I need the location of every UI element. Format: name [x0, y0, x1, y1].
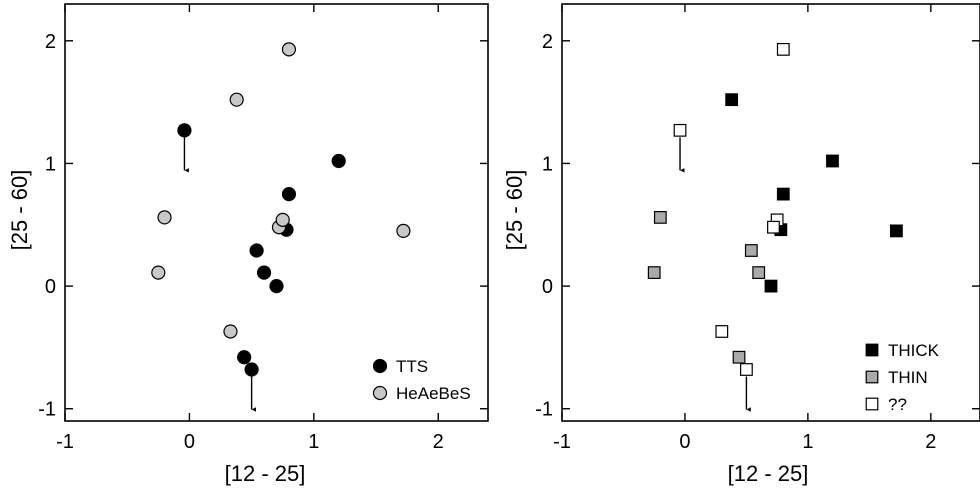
data-point-unknown: [673, 123, 687, 137]
y-tick-label: 1: [542, 153, 553, 175]
legend-marker: [865, 343, 879, 357]
legend-marker: [372, 385, 388, 401]
data-point-heaebes: [275, 212, 290, 227]
data-point-heaebes: [151, 265, 166, 280]
x-tick-label: -1: [56, 431, 74, 453]
left-y-axis-label: [25 - 60]: [7, 170, 32, 251]
data-point-unknown: [715, 325, 729, 338]
data-point-unknown: [767, 220, 780, 234]
y-tick-label: 1: [45, 153, 56, 175]
data-point-heaebes: [229, 92, 244, 107]
x-tick-label: 2: [925, 431, 936, 453]
right-scatter-panel: [12 - 25] [25 - 60] -1 0 1 2 -1 0 1 2 THICK THIN?…: [502, 3, 980, 486]
data-point-thin: [752, 266, 766, 279]
data-point-thin: [647, 266, 661, 279]
x-tick-label: 0: [679, 431, 690, 453]
legend-marker: [865, 397, 879, 411]
y-tick-label: 0: [542, 276, 553, 298]
legend-label: THICK: [888, 341, 940, 360]
data-point-thin: [744, 244, 758, 257]
data-point-thick: [764, 279, 778, 293]
legend-label: ??: [888, 395, 907, 414]
data-point-unknown: [776, 42, 790, 56]
data-point-thick: [889, 224, 903, 238]
plot-frame: [64, 3, 489, 422]
data-point-unknown: [740, 363, 753, 376]
data-point-heaebes: [223, 324, 238, 339]
data-point-thin: [653, 211, 667, 224]
data-point-heaebes: [396, 223, 411, 238]
data-point-tts: [331, 153, 346, 169]
data-point-heaebes: [281, 42, 297, 57]
y-tick-label: -1: [38, 399, 56, 421]
legend-label: TTS: [396, 357, 428, 376]
data-point-tts: [249, 243, 264, 258]
y-tick-label: 2: [542, 31, 553, 53]
x-tick-label: 0: [184, 431, 195, 453]
right-y-axis-label: [25 - 60]: [502, 170, 527, 251]
data-point-tts: [281, 187, 297, 202]
legend-marker: [865, 370, 879, 384]
data-point-tts: [177, 123, 192, 138]
data-point-thin: [732, 350, 746, 364]
data-point-heaebes: [157, 210, 172, 225]
x-tick-label: -1: [553, 431, 571, 453]
left-scatter-panel: [12 - 25] [25 - 60] -1 0 1 2 -1 0 1 2 TTS HeAeBeS: [7, 3, 489, 486]
legend-label: THIN: [888, 368, 928, 387]
x-tick-label: 1: [308, 431, 319, 453]
data-point-tts: [269, 278, 284, 294]
plot-frame: [561, 3, 980, 422]
data-point-thick: [725, 93, 739, 107]
data-point-thick: [776, 187, 790, 201]
data-point-tts: [244, 362, 259, 377]
data-point-thick: [826, 154, 839, 168]
y-tick-label: 0: [45, 276, 56, 298]
x-tick-label: 1: [802, 431, 813, 453]
legend-marker: [372, 358, 388, 374]
x-tick-label: 2: [433, 431, 444, 453]
y-tick-label: -1: [535, 399, 553, 421]
legend-label: HeAeBeS: [396, 384, 471, 403]
y-tick-label: 2: [45, 31, 56, 53]
data-point-tts: [237, 350, 252, 365]
right-x-axis-label: [12 - 25]: [728, 461, 809, 486]
data-point-tts: [256, 265, 272, 280]
left-x-axis-label: [12 - 25]: [225, 461, 306, 486]
